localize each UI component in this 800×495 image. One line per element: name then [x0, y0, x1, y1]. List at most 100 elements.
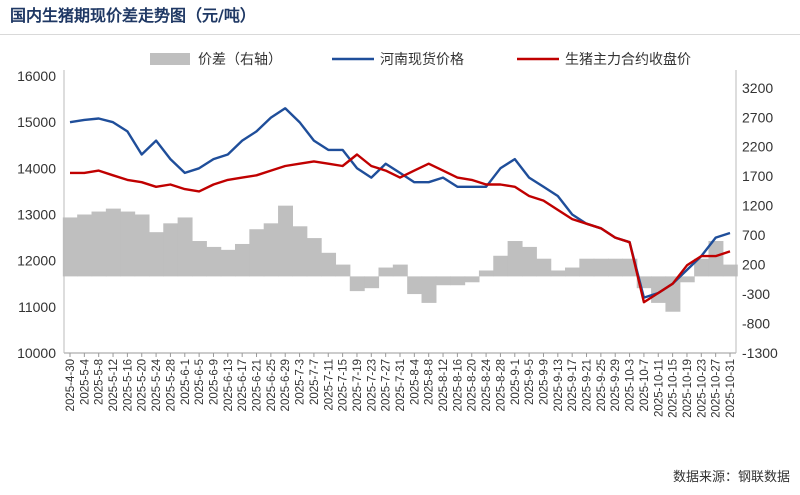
spread-bar	[321, 252, 337, 277]
spread-bar	[593, 258, 609, 277]
x-tick-label: 2025-10-15	[668, 359, 680, 418]
x-tick-label: 2025-9-17	[567, 359, 579, 411]
y-left-tick-label: 11000	[18, 299, 56, 315]
spread-bar	[62, 217, 78, 277]
title-divider	[0, 34, 800, 35]
spread-area-layer	[62, 205, 738, 312]
y-right-tick-label: 2200	[742, 139, 773, 155]
x-tick-label: 2025-6-1	[180, 359, 192, 405]
x-tick-label: 2025-6-13	[223, 359, 235, 411]
spread-bar	[392, 264, 408, 277]
x-tick-label: 2025-7-27	[381, 359, 393, 411]
x-tick-label: 2025-10-7	[639, 359, 651, 411]
spread-bar	[306, 238, 322, 277]
spread-bar	[263, 223, 279, 277]
x-tick-label: 2025-8-16	[452, 359, 464, 411]
spread-bar	[450, 276, 466, 286]
spread-bar	[191, 241, 207, 277]
y-right-tick-label: -300	[742, 286, 770, 302]
spread-bar	[507, 241, 523, 277]
chart-legend: 价差（右轴） 河南现货价格 生猪主力合约收盘价	[150, 51, 691, 68]
legend-swatch-spread	[150, 53, 190, 65]
spread-bar	[464, 276, 480, 283]
x-tick-label: 2025-6-17	[237, 359, 249, 411]
spread-bar	[550, 270, 566, 277]
x-tick-label: 2025-5-16	[122, 359, 134, 411]
x-tick-label: 2025-10-23	[696, 359, 708, 418]
spread-bar	[435, 276, 451, 286]
x-tick-label: 2025-8-24	[481, 358, 493, 411]
spread-bar	[679, 276, 695, 283]
y-right-tick-label: 2700	[742, 109, 773, 125]
y-right-tick-label: -800	[742, 316, 770, 332]
spread-bar	[493, 255, 509, 277]
spread-bar	[91, 211, 107, 277]
y-left-tick-label: 16000	[17, 68, 56, 84]
spread-bar	[579, 258, 595, 277]
spread-bar	[105, 208, 121, 277]
futures-price-line	[70, 153, 731, 304]
y-right-tick-label: 1200	[742, 198, 773, 214]
x-tick-label: 2025-7-11	[323, 359, 335, 411]
spread-bar	[335, 264, 351, 277]
legend-label: 生猪主力合约收盘价	[565, 51, 691, 68]
spread-bar	[120, 211, 136, 277]
x-tick-label: 2025-10-31	[725, 359, 737, 418]
spread-bar	[478, 270, 494, 277]
x-tick-label: 2025-9-9	[538, 359, 550, 405]
spread-bar	[177, 217, 193, 277]
y-left-tick-label: 15000	[17, 114, 56, 130]
y-right-tick-label: 200	[742, 257, 766, 273]
spread-bar	[364, 276, 380, 289]
x-tick-label: 2025-5-8	[94, 359, 106, 405]
x-tick-label: 2025-6-25	[266, 359, 278, 411]
chart-title: 国内生猪期现价差走势图（元/吨）	[10, 6, 256, 25]
x-tick-label: 2025-5-24	[151, 358, 163, 411]
spread-bar	[349, 276, 365, 292]
spread-bar	[608, 258, 623, 277]
chart-axes: 10000 11000 12000 13000 14000 15000 16000 -1300…	[17, 68, 778, 418]
spread-bar	[694, 258, 710, 277]
spread-bar	[636, 276, 652, 289]
y-right-tick-label: 3200	[742, 80, 773, 96]
spread-bar	[278, 205, 293, 277]
x-tick-label: 2025-6-5	[194, 359, 206, 405]
spread-bar	[536, 258, 552, 277]
x-tick-label: 2025-10-19	[682, 359, 694, 418]
x-tick-label: 2025-9-5	[524, 359, 536, 405]
spread-bar	[565, 267, 580, 277]
spread-bar	[206, 246, 222, 277]
x-tick-label: 2025-5-20	[137, 359, 149, 411]
x-tick-label: 2025-8-20	[467, 359, 479, 411]
x-tick-label: 2025-7-31	[395, 359, 407, 411]
x-tick-label: 2025-9-29	[610, 359, 622, 411]
spread-bar	[220, 249, 236, 277]
x-tick-label: 2025-10-27	[711, 359, 723, 418]
spread-bar	[378, 267, 394, 277]
spread-bar	[163, 223, 179, 277]
y-left-tick-label: 10000	[17, 345, 56, 361]
x-tick-label: 2025-9-21	[582, 359, 594, 411]
x-tick-label: 2025-9-25	[596, 359, 608, 411]
x-tick-label: 2025-4-30	[65, 359, 77, 411]
x-tick-label: 2025-10-3	[625, 359, 637, 411]
x-tick-label: 2025-8-12	[438, 359, 450, 411]
x-tick-label: 2025-7-19	[352, 359, 364, 411]
spread-bar	[421, 276, 437, 303]
y-right-tick-label: 700	[742, 227, 766, 243]
spread-bar	[249, 229, 265, 277]
x-tick-label: 2025-6-21	[252, 359, 264, 411]
x-tick-label: 2025-7-3	[295, 359, 307, 405]
spread-bar	[722, 264, 738, 277]
y-left-tick-label: 12000	[17, 253, 56, 269]
price-lines-layer	[69, 107, 731, 304]
spread-bar	[407, 276, 423, 295]
x-tick-label: 2025-6-29	[280, 359, 292, 411]
x-tick-label: 2025-6-9	[208, 359, 220, 405]
spread-bar	[77, 214, 93, 277]
x-tick-label: 2025-9-1	[510, 359, 522, 405]
x-tick-label: 2025-7-15	[338, 359, 350, 411]
x-tick-label: 2025-7-7	[309, 359, 321, 405]
x-tick-label: 2025-8-8	[424, 359, 436, 405]
